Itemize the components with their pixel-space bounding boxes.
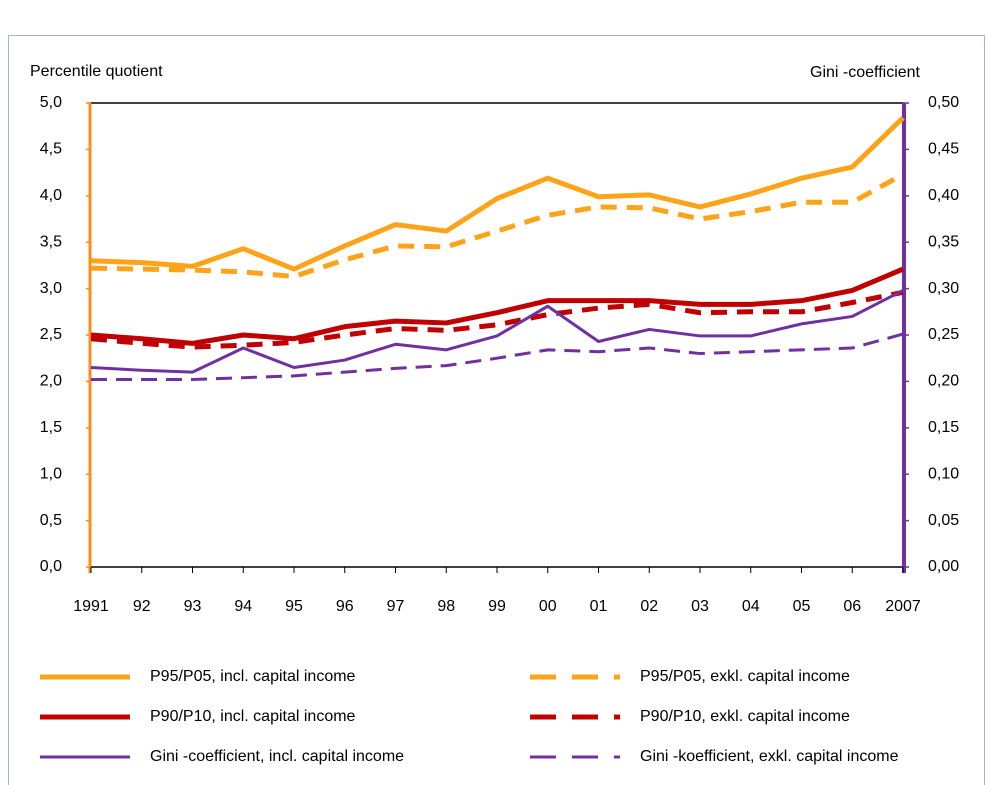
legend-label: P90/P10, exkl. capital income [640,708,850,725]
x-tick-label: 04 [742,598,760,615]
y-tick-label: 4,0 [40,187,62,204]
x-tick-label: 05 [793,598,811,615]
y2-tick-label: 0,35 [928,233,959,250]
x-tick-label: 98 [437,598,455,615]
x-tick-label: 96 [336,598,354,615]
chart-frame [8,35,985,785]
y-tick-label: 0,0 [40,558,62,575]
y2-tick-label: 0,10 [928,465,959,482]
legend-label: Gini -coefficient, incl. capital income [150,748,404,765]
x-tick-label: 1991 [73,598,109,615]
y2-tick-label: 0,25 [928,326,959,343]
x-tick-label: 03 [691,598,709,615]
y2-tick-label: 0,00 [928,558,959,575]
x-tick-label: 94 [234,598,252,615]
x-tick-label: 01 [590,598,608,615]
x-tick-label: 00 [539,598,557,615]
legend-label: P95/P05, incl. capital income [150,668,356,685]
y2-tick-label: 0,50 [928,94,959,111]
y-tick-label: 3,5 [40,233,62,250]
series-line [90,116,905,272]
x-tick-label: 97 [387,598,405,615]
x-tick-label: 95 [285,598,303,615]
y2-tick-label: 0,15 [928,419,959,436]
x-tick-label: 06 [843,598,861,615]
series-line [90,172,905,280]
series-line [90,289,904,350]
y2-tick-label: 0,20 [928,373,959,390]
y-tick-label: 2,5 [40,326,62,343]
legend-label: Gini -koefficient, exkl. capital income [640,748,899,765]
y2-tick-label: 0,45 [928,141,959,158]
x-tick-label: 93 [184,598,202,615]
x-tick-label: 2007 [885,598,921,615]
x-tick-label: 02 [640,598,658,615]
series-line [90,266,904,346]
legend-label: P90/P10, incl. capital income [150,708,356,725]
y2-tick-label: 0,05 [928,512,959,529]
x-tick-label: 92 [133,598,151,615]
y-tick-label: 0,5 [40,512,62,529]
y-tick-label: 4,5 [40,141,62,158]
y-tick-label: 1,5 [40,419,62,436]
y2-tick-label: 0,40 [928,187,959,204]
y-tick-label: 5,0 [40,94,62,111]
y-tick-label: 1,0 [40,465,62,482]
x-tick-label: 99 [488,598,506,615]
y-tick-label: 2,0 [40,373,62,390]
legend-label: P95/P05, exkl. capital income [640,668,850,685]
y2-tick-label: 0,30 [928,280,959,297]
y2-axis-title: Gini -coefficient [810,64,921,81]
y-tick-label: 3,0 [40,280,62,297]
series-line [91,332,904,382]
series-line [90,289,904,374]
y-axis-title: Percentile quotient [30,63,163,80]
